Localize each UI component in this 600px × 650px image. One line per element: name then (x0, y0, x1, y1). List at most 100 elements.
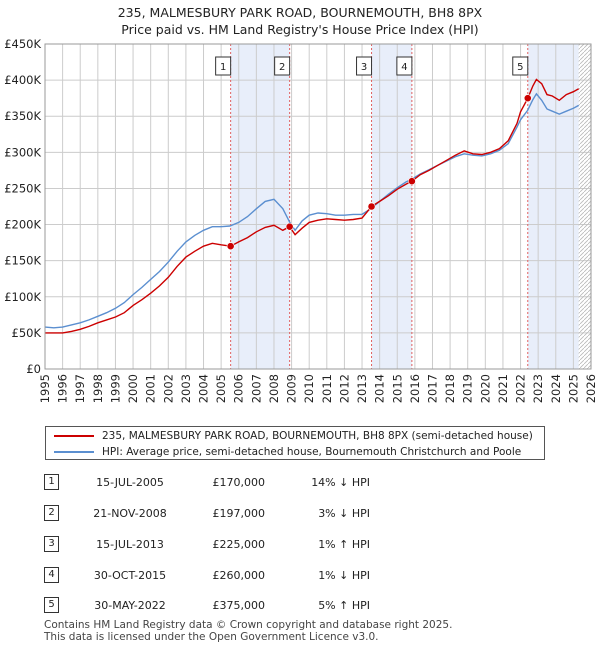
legend-item-property: 235, MALMESBURY PARK ROAD, BOURNEMOUTH, … (46, 428, 544, 444)
plot-frame (44, 43, 592, 370)
transaction-date: 15-JUL-2005 (96, 476, 164, 489)
transaction-price: £260,000 (212, 569, 266, 582)
sale-label-text: 4 (401, 62, 407, 73)
x-tick-label: 2011 (320, 374, 334, 403)
sale-label-text: 2 (279, 62, 285, 73)
chart-title-block: 235, MALMESBURY PARK ROAD, BOURNEMOUTH, … (0, 4, 600, 38)
transaction-number: 3 (44, 536, 59, 552)
legend-swatch-property (54, 435, 94, 437)
x-tick-label: 2016 (408, 374, 422, 403)
transaction-number: 5 (44, 597, 59, 613)
y-tick-label: £300K (4, 145, 41, 159)
transaction-hpi: 5% ↑ HPI (318, 599, 370, 612)
x-tick-label: 2008 (267, 374, 281, 403)
x-tick-label: 2010 (302, 374, 316, 403)
transaction-number: 2 (44, 505, 59, 521)
transaction-number: 1 (44, 474, 59, 490)
chart-subtitle: Price paid vs. HM Land Registry's House … (121, 22, 479, 37)
transaction-date: 30-MAY-2022 (94, 599, 166, 612)
sale-label-box (274, 56, 291, 76)
transaction-date: 21-NOV-2008 (93, 507, 167, 520)
x-tick-label: 2002 (161, 374, 175, 403)
sale-point (367, 202, 376, 211)
price-chart: 1 2 3 4 5 £0 £50K £100K £150K £200K £250K £300K £350… (4, 37, 598, 403)
x-tick-label: 2025 (566, 374, 580, 403)
footer-copyright: Contains HM Land Registry data © Crown c… (44, 619, 453, 631)
x-tick-label: 2013 (355, 374, 369, 403)
x-tick-label: 2001 (144, 374, 158, 403)
transaction-date: 30-OCT-2015 (93, 569, 167, 582)
shaded-period (371, 44, 412, 369)
x-tick-label: 1998 (91, 374, 105, 403)
x-tick-label: 1997 (73, 374, 87, 403)
transaction-number: 4 (44, 567, 59, 583)
sale-point (285, 222, 294, 231)
transaction-row: 5 30-MAY-2022 £375,000 5% ↑ HPI (0, 596, 600, 616)
x-tick-label: 1995 (38, 374, 52, 403)
y-tick-label: £0 (26, 362, 41, 376)
legend-label-hpi: HPI: Average price, semi-detached house,… (102, 446, 522, 458)
transaction-price: £375,000 (212, 599, 266, 612)
transaction-row: 4 30-OCT-2015 £260,000 1% ↓ HPI (0, 566, 600, 586)
x-tick-label: 2021 (496, 374, 510, 403)
footer-attribution: Contains HM Land Registry data © Crown c… (44, 619, 452, 643)
x-tick-label: 2019 (461, 374, 475, 403)
legend-swatch-hpi (54, 451, 94, 453)
sale-point (407, 177, 416, 186)
chart-title: 235, MALMESBURY PARK ROAD, BOURNEMOUTH, … (117, 5, 483, 20)
transaction-row: 1 15-JUL-2005 £170,000 14% ↓ HPI (0, 473, 600, 493)
transaction-price: £225,000 (212, 538, 266, 551)
y-tick-label: £400K (4, 73, 41, 87)
sale-label-box (215, 56, 232, 76)
x-tick-label: 2014 (373, 374, 387, 403)
x-tick-label: 2006 (232, 374, 246, 403)
y-tick-label: £200K (4, 218, 41, 232)
sale-label-box (512, 56, 529, 76)
transaction-hpi: 1% ↓ HPI (318, 569, 370, 582)
x-tick-label: 1996 (56, 374, 70, 403)
x-tick-label: 2018 (443, 374, 457, 403)
x-tick-label: 2012 (337, 374, 351, 403)
x-tick-label: 2004 (197, 374, 211, 403)
x-tick-label: 2003 (179, 374, 193, 403)
y-tick-label: £250K (4, 181, 41, 195)
x-tick-label: 2009 (285, 374, 299, 403)
x-tick-label: 2020 (478, 374, 492, 403)
x-tick-label: 2005 (214, 374, 228, 403)
sale-label-box (356, 56, 373, 76)
legend: 235, MALMESBURY PARK ROAD, BOURNEMOUTH, … (45, 426, 545, 460)
x-tick-label: 2023 (531, 374, 545, 403)
x-tick-label: 2007 (249, 374, 263, 403)
legend-item-hpi: HPI: Average price, semi-detached house,… (46, 444, 544, 460)
legend-label-property: 235, MALMESBURY PARK ROAD, BOURNEMOUTH, … (102, 430, 533, 442)
sale-label-text: 3 (361, 62, 367, 73)
sale-point (523, 94, 532, 103)
transaction-row: 3 15-JUL-2013 £225,000 1% ↑ HPI (0, 535, 600, 555)
transaction-price: £170,000 (212, 476, 266, 489)
plot-area (45, 44, 591, 369)
sale-label-text: 1 (220, 62, 226, 73)
x-tick-label: 2022 (514, 374, 528, 403)
transaction-date: 15-JUL-2013 (96, 538, 164, 551)
transaction-hpi: 1% ↑ HPI (318, 538, 370, 551)
transaction-row: 2 21-NOV-2008 £197,000 3% ↓ HPI (0, 504, 600, 524)
x-tick-label: 2017 (425, 374, 439, 403)
y-tick-label: £150K (4, 254, 41, 268)
hpi-line (44, 92, 580, 329)
y-tick-label: £450K (4, 37, 41, 51)
y-tick-label: £350K (4, 109, 41, 123)
x-tick-label: 2000 (126, 374, 140, 403)
transaction-price: £197,000 (212, 507, 266, 520)
footer-license: This data is licensed under the Open Gov… (44, 631, 379, 643)
y-tick-label: £100K (4, 290, 41, 304)
shaded-period (527, 44, 579, 369)
transaction-hpi: 3% ↓ HPI (318, 507, 370, 520)
sale-label-box (396, 56, 413, 76)
y-tick-label: £50K (12, 326, 42, 340)
x-tick-label: 2015 (390, 374, 404, 403)
sale-label-text: 5 (517, 62, 523, 73)
sale-point (226, 242, 235, 251)
property-price-line (45, 78, 580, 334)
transaction-hpi: 14% ↓ HPI (311, 476, 370, 489)
x-tick-label: 2024 (549, 374, 563, 403)
